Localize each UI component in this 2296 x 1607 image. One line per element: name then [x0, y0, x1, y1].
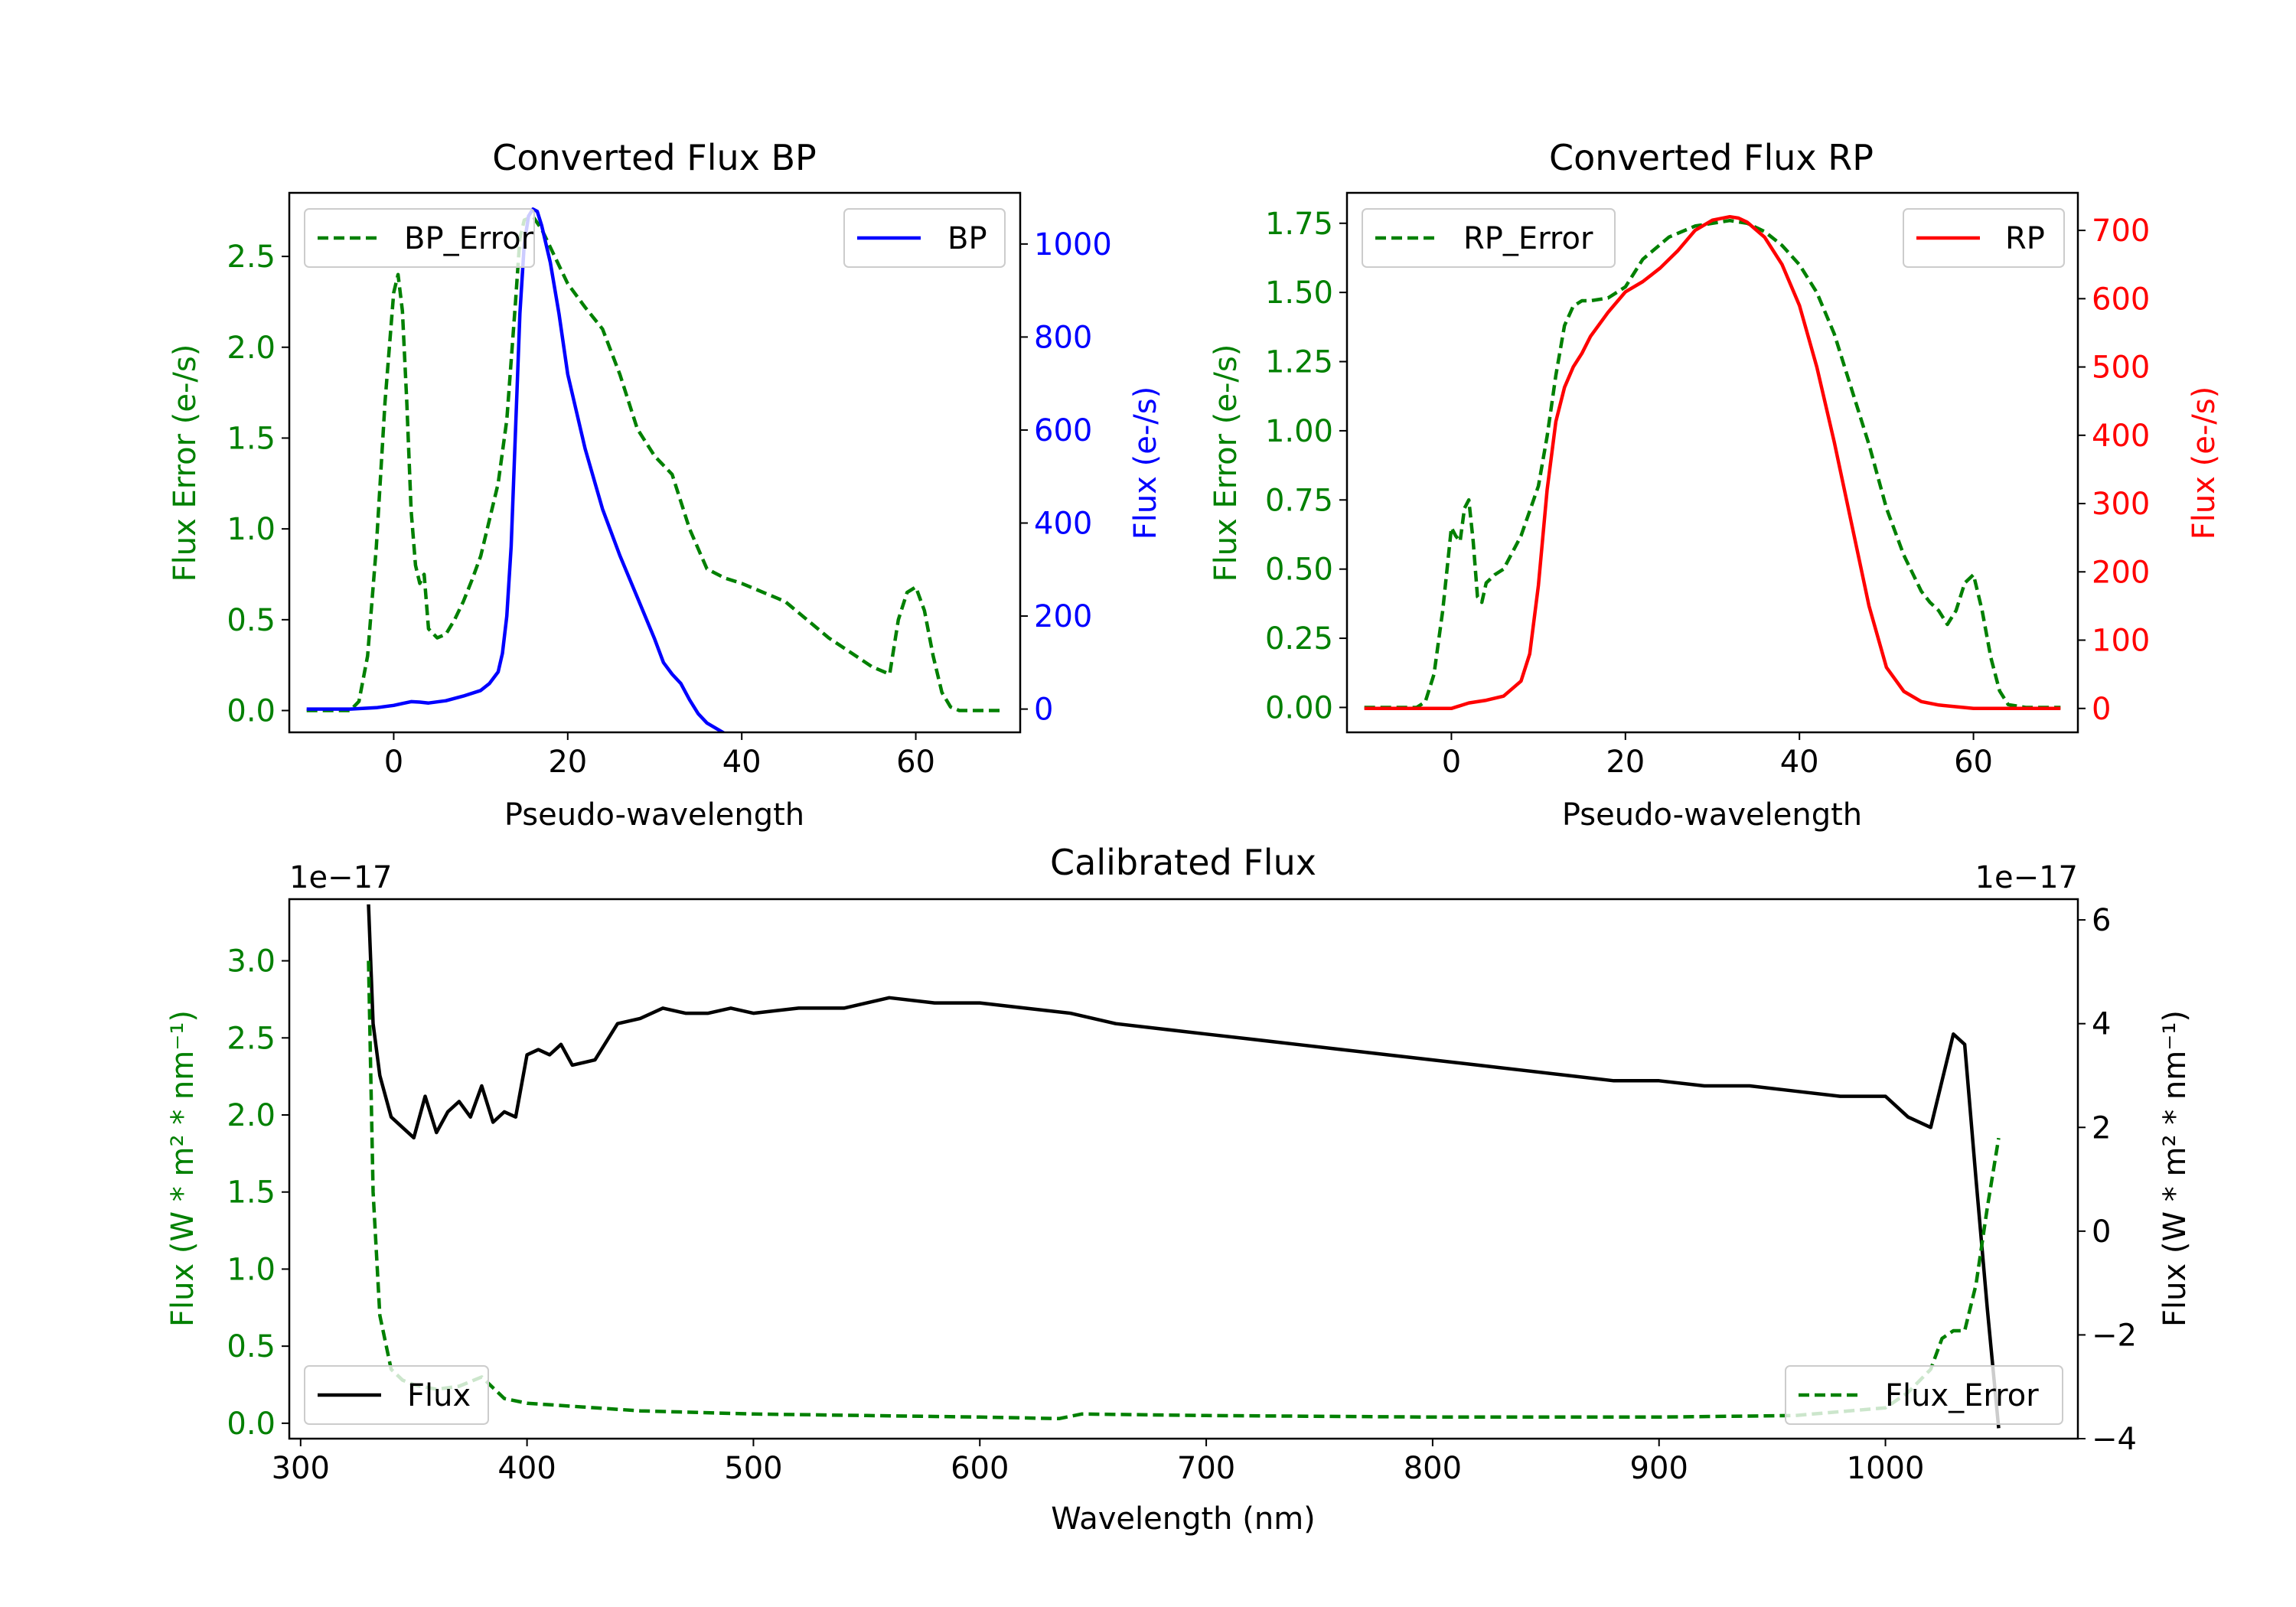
panel-bp: Converted Flux BP 0 20 40 60 0.0 0.5 1.0 1.5 2.…	[168, 137, 1163, 833]
bp-ytick-right-label: 600	[1034, 413, 1092, 448]
rp-plot-area	[1364, 214, 2061, 711]
cal-title: Calibrated Flux	[1050, 842, 1316, 883]
bp-xtick-label: 60	[896, 745, 935, 780]
cal-xtick-label: 300	[272, 1451, 330, 1486]
bp-title: Converted Flux BP	[492, 137, 817, 178]
rp-legend-flux-label: RP	[2005, 221, 2045, 256]
cal-legend-flux: Flux	[304, 1365, 489, 1425]
rp-xtick-label: 60	[1954, 745, 1993, 780]
cal-xtick-label: 900	[1630, 1451, 1688, 1486]
cal-ytick-left-label: 0.0	[227, 1407, 276, 1442]
bp-ytick-right-label: 400	[1034, 507, 1092, 542]
cal-ytick-right-label: −2	[2092, 1318, 2137, 1353]
cal-ytick-left-label: 1.5	[227, 1175, 276, 1211]
rp-ytick-right-label: 400	[2092, 419, 2150, 454]
rp-xtick-label: 0	[1442, 745, 1461, 780]
rp-xtick-label: 40	[1780, 745, 1819, 780]
cal-ylabel-right: Flux (W * m² * nm⁻¹)	[2157, 1010, 2193, 1327]
cal-frame	[288, 898, 2079, 1440]
rp-xtick-label: 20	[1606, 745, 1645, 780]
cal-legend-flux-label: Flux	[407, 1378, 471, 1413]
bp-ytick-left-label: 2.5	[227, 240, 276, 275]
bp-series-bp	[306, 207, 730, 732]
rp-ytick-left-label: 1.25	[1265, 345, 1333, 380]
rp-ytick-right-label: 200	[2092, 555, 2150, 590]
cal-xtick-label: 700	[1177, 1451, 1235, 1486]
bp-plot-area	[306, 207, 1003, 732]
bp-ytick-right-label: 0	[1034, 693, 1053, 728]
rp-ylabel-right: Flux (e-/s)	[2187, 386, 2222, 539]
rp-legend-error: RP_Error	[1362, 208, 1616, 268]
rp-ytick-left-label: 1.75	[1265, 207, 1333, 242]
bp-frame	[288, 191, 1022, 734]
cal-series-flux	[367, 904, 2001, 1429]
cal-offset-left: 1e−17	[289, 860, 392, 895]
bp-ytick-left-label: 0.5	[227, 603, 276, 638]
cal-ytick-right-label: 2	[2092, 1110, 2111, 1146]
cal-ytick-left-label: 2.0	[227, 1098, 276, 1133]
bp-legend-error-label: BP_Error	[404, 221, 534, 256]
panel-rp: Converted Flux RP 0 20 40 60 0.00 0.25 0.50 0.…	[1208, 137, 2222, 833]
cal-ytick-left-label: 0.5	[227, 1329, 276, 1364]
rp-legend-error-label: RP_Error	[1463, 221, 1593, 256]
bp-xlabel: Pseudo-wavelength	[504, 797, 804, 833]
cal-legend-error-label: Flux_Error	[1885, 1378, 2039, 1413]
bp-ytick-left-label: 1.5	[227, 421, 276, 456]
rp-ytick-left-label: 1.00	[1265, 414, 1333, 449]
bp-ytick-left-label: 2.0	[227, 331, 276, 366]
rp-ytick-left-label: 0.00	[1265, 690, 1333, 725]
rp-ytick-left-label: 0.75	[1265, 483, 1333, 518]
bp-ylabel-right: Flux (e-/s)	[1128, 386, 1163, 539]
cal-xtick-label: 500	[724, 1451, 782, 1486]
panel-calibrated: Calibrated Flux 1e−17 1e−17 300 400 500 600…	[165, 842, 2193, 1537]
bp-xtick-label: 40	[722, 745, 762, 780]
bp-ytick-left-label: 0.0	[227, 694, 276, 729]
rp-ytick-right-label: 100	[2092, 624, 2150, 659]
cal-ytick-left-label: 3.0	[227, 944, 276, 980]
rp-ytick-right-label: 500	[2092, 350, 2150, 386]
rp-ylabel-left: Flux Error (e-/s)	[1208, 344, 1244, 582]
cal-ytick-left-label: 2.5	[227, 1021, 276, 1056]
cal-ytick-right-label: −4	[2092, 1422, 2137, 1457]
rp-ytick-right-label: 300	[2092, 487, 2150, 522]
rp-legend-flux: RP	[1903, 208, 2065, 268]
cal-xtick-label: 1000	[1847, 1451, 1925, 1486]
bp-legend-flux: BP	[843, 208, 1006, 268]
rp-title: Converted Flux RP	[1549, 137, 1874, 178]
cal-ytick-right-label: 0	[2092, 1214, 2111, 1250]
rp-frame	[1345, 191, 2079, 734]
cal-legend-error: Flux_Error	[1785, 1365, 2063, 1425]
rp-ytick-right-label: 0	[2092, 692, 2111, 727]
bp-xtick-label: 0	[384, 745, 403, 780]
bp-ytick-left-label: 1.0	[227, 512, 276, 547]
cal-xlabel: Wavelength (nm)	[1051, 1501, 1316, 1537]
rp-ytick-right-label: 700	[2092, 214, 2150, 249]
rp-ytick-left-label: 1.50	[1265, 275, 1333, 311]
bp-ytick-right-label: 200	[1034, 599, 1092, 634]
cal-ylabel-left: Flux (W * m² * nm⁻¹)	[165, 1010, 201, 1327]
cal-offset-right: 1e−17	[1975, 860, 2078, 895]
cal-xtick-label: 600	[951, 1451, 1009, 1486]
bp-ytick-right-label: 1000	[1034, 227, 1112, 262]
rp-series-rp-error	[1364, 218, 2061, 709]
rp-ytick-left-label: 0.25	[1265, 621, 1333, 657]
bp-xtick-label: 20	[548, 745, 587, 780]
cal-xtick-label: 400	[497, 1451, 556, 1486]
cal-xtick-label: 800	[1404, 1451, 1462, 1486]
cal-ytick-right-label: 4	[2092, 1007, 2111, 1042]
bp-ylabel-left: Flux Error (e-/s)	[168, 344, 203, 582]
cal-ytick-right-label: 6	[2092, 903, 2111, 938]
bp-legend-flux-label: BP	[947, 221, 987, 256]
bp-series-bp-error	[306, 214, 1003, 712]
cal-ytick-left-label: 1.0	[227, 1252, 276, 1287]
bp-ytick-right-label: 800	[1034, 320, 1092, 355]
rp-xlabel: Pseudo-wavelength	[1562, 797, 1862, 833]
rp-ytick-left-label: 0.50	[1265, 553, 1333, 588]
bp-legend-error: BP_Error	[304, 208, 535, 268]
rp-series-rp	[1364, 214, 2061, 711]
rp-ytick-right-label: 600	[2092, 282, 2150, 317]
